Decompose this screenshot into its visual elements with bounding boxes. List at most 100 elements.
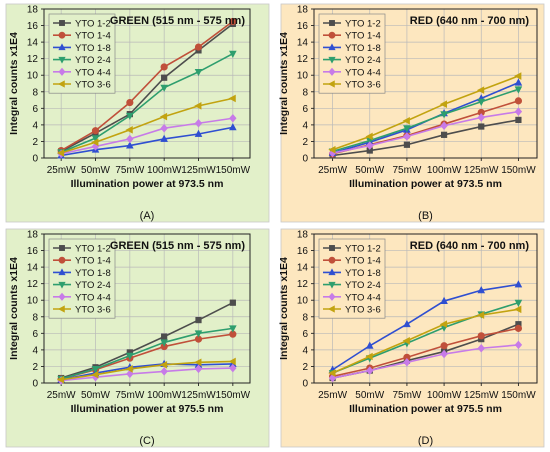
y-tick-label: 2 (302, 137, 308, 148)
y-tick-label: 8 (32, 87, 38, 98)
legend-marker (328, 292, 336, 301)
legend-box (48, 13, 116, 94)
legend-label: YTO 4-4 (345, 292, 381, 303)
legend-marker (328, 256, 336, 264)
y-tick-label: 8 (302, 312, 308, 323)
legend-label: YTO 1-2 (345, 19, 381, 30)
data-point (91, 365, 100, 374)
y-tick-label: 6 (302, 104, 308, 115)
series-line-3 (332, 283, 519, 371)
y-tick-label: 16 (297, 21, 309, 32)
data-point (403, 358, 411, 367)
data-point (476, 86, 485, 94)
x-tick-label: 25mW (47, 165, 76, 176)
series-line-3 (61, 126, 233, 157)
data-point (160, 367, 168, 376)
legend-label: YTO 1-4 (75, 256, 111, 267)
y-tick-label: 2 (32, 362, 38, 373)
data-point (402, 336, 410, 345)
series-line-4 (332, 88, 519, 153)
y-tick-label: 12 (297, 279, 309, 290)
data-point (229, 299, 236, 306)
legend-label: YTO 2-4 (345, 55, 381, 66)
plot-border (43, 233, 251, 384)
y-axis-label: Integral counts x1E4 (8, 257, 20, 360)
legend-box (318, 13, 386, 94)
x-tick-label: 75mW (392, 165, 421, 176)
chart-panel-1: 0 2 4 6 8 10 12 14 16 18 25mW 50mW 75mW 100mW 125mW 150… (5, 3, 270, 223)
x-tick-label: 100mW (147, 165, 182, 176)
series-line-6 (60, 97, 234, 154)
legend-label: YTO 1-4 (345, 31, 381, 42)
x-tick-label: 50mW (355, 165, 384, 176)
data-point (403, 319, 411, 328)
data-point (56, 149, 65, 157)
y-tick-label: 12 (297, 54, 309, 65)
data-point (228, 357, 236, 366)
data-point (478, 123, 485, 130)
y-axis-label: Integral counts x1E4 (278, 32, 290, 135)
legend-marker (328, 56, 336, 64)
y-tick-label: 0 (32, 154, 38, 165)
legend-label: YTO 1-8 (345, 268, 381, 279)
data-point (160, 63, 168, 71)
y-tick-label: 10 (297, 296, 309, 307)
x-tick-label: 25mW (318, 165, 347, 176)
legend-label: YTO 3-6 (75, 80, 111, 91)
data-point (194, 102, 202, 110)
series-line-5 (332, 344, 519, 379)
data-point (126, 112, 134, 121)
series-line-5 (332, 110, 519, 154)
legend-label: YTO 1-4 (345, 256, 381, 267)
series-line-6 (61, 360, 233, 381)
y-tick-label: 18 (297, 230, 309, 241)
series-line-6 (332, 75, 519, 151)
x-tick-label: 75mW (392, 390, 421, 401)
series-line-4 (332, 301, 519, 374)
y-tick-label: 2 (302, 362, 308, 373)
legend-label: YTO 4-4 (345, 67, 381, 78)
y-tick-label: 0 (302, 154, 308, 165)
y-tick-label: 0 (302, 379, 308, 390)
data-point (440, 111, 448, 119)
y-tick-label: 18 (297, 5, 309, 16)
y-tick-label: 16 (27, 21, 39, 32)
data-point (477, 113, 485, 122)
y-tick-label: 6 (32, 329, 38, 340)
data-point (125, 126, 133, 134)
data-point (228, 94, 236, 103)
data-point (194, 129, 203, 137)
data-point (477, 343, 485, 353)
data-point (366, 366, 374, 375)
legend-marker (328, 281, 336, 289)
data-point (440, 342, 448, 350)
y-tick-label: 4 (302, 345, 308, 356)
data-point (439, 320, 448, 329)
legend-marker (329, 20, 335, 26)
data-point (160, 339, 168, 347)
y-tick-label: 4 (302, 120, 308, 131)
legend-marker (59, 245, 65, 251)
x-tick-label: 100mW (427, 390, 462, 401)
x-tick-label: 150mW (216, 390, 251, 401)
legend-marker (329, 245, 335, 251)
y-tick-label: 14 (27, 263, 39, 274)
y-tick-label: 16 (297, 246, 309, 257)
data-point (194, 358, 202, 367)
data-point (514, 107, 523, 116)
y-tick-label: 8 (32, 312, 38, 323)
series-line-4 (60, 327, 233, 380)
panel-letter: (B) (418, 210, 433, 222)
legend-label: YTO 2-4 (75, 55, 111, 66)
legend-label: YTO 1-2 (345, 244, 381, 255)
data-point (514, 86, 523, 94)
chart-panel-2: 0 2 4 6 8 10 12 14 16 18 25mW 50mW 75mW 100mW 125mW 150… (278, 3, 545, 223)
data-point (477, 332, 485, 340)
plot-border (313, 8, 538, 159)
data-point (328, 145, 336, 154)
legend-label: YTO 1-8 (75, 268, 111, 279)
chart-panel-3: 0 2 4 6 8 10 12 14 16 18 25mW 50mW 75mW 100mW 125mW 150… (5, 228, 270, 448)
data-point (365, 132, 373, 141)
